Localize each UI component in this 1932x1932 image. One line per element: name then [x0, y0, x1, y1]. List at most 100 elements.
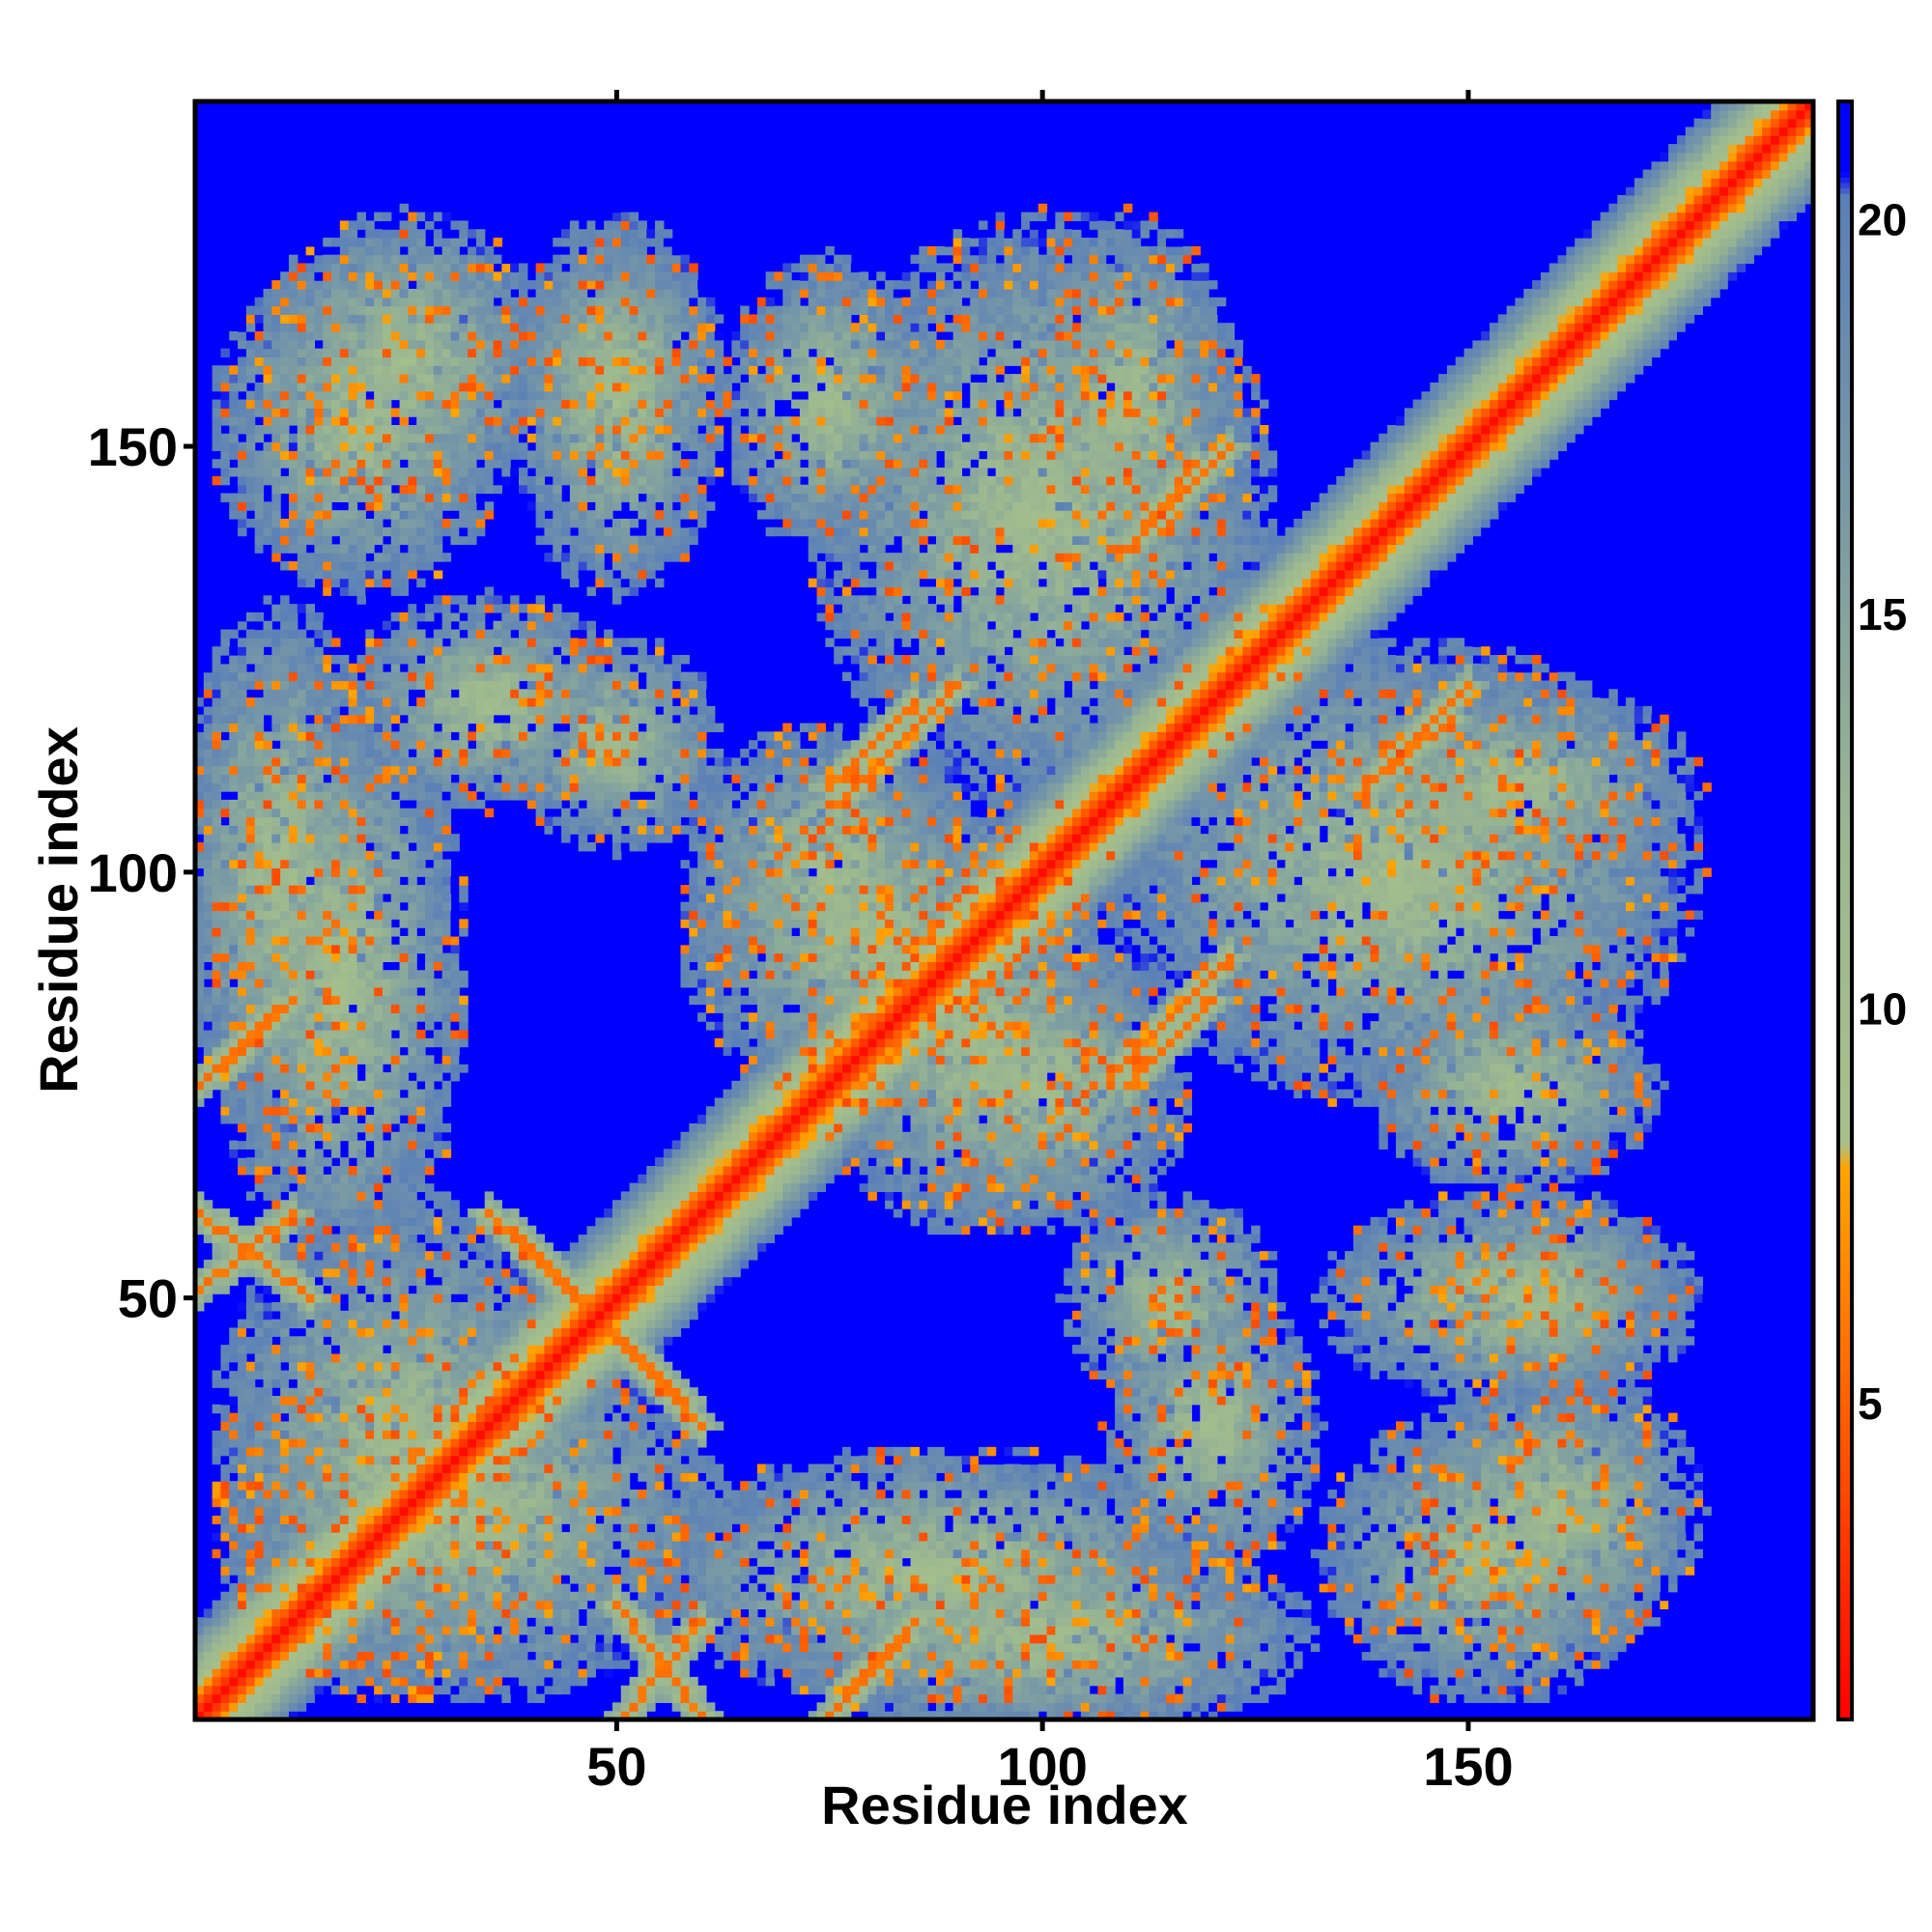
- heatmap-cell: [349, 664, 357, 672]
- heatmap-cell: [349, 1583, 357, 1592]
- heatmap-cell: [365, 298, 374, 306]
- heatmap-cell: [416, 1064, 425, 1072]
- heatmap-cell: [220, 749, 229, 757]
- heatmap-cell: [255, 970, 264, 979]
- heatmap-cell: [383, 501, 391, 510]
- heatmap-cell: [238, 1694, 246, 1703]
- heatmap-cell: [255, 867, 264, 876]
- heatmap-cell: [280, 1490, 289, 1498]
- heatmap-cell: [416, 1405, 425, 1413]
- heatmap-cell: [280, 485, 289, 494]
- heatmap-cell: [298, 894, 306, 902]
- heatmap-cell: [391, 331, 400, 340]
- heatmap-cell: [476, 271, 485, 280]
- heatmap-cell: [391, 766, 400, 775]
- heatmap-cell: [246, 672, 255, 681]
- heatmap-cell: [383, 1311, 391, 1320]
- heatmap-cell: [323, 400, 331, 409]
- heatmap-cell: [264, 1311, 272, 1320]
- heatmap-cell: [442, 365, 451, 374]
- heatmap-cell: [289, 1686, 298, 1694]
- heatmap-cell: [271, 715, 280, 724]
- heatmap-cell: [468, 527, 476, 536]
- heatmap-cell: [349, 1047, 357, 1056]
- heatmap-cell: [280, 996, 289, 1005]
- heatmap-cell: [229, 1651, 238, 1660]
- heatmap-cell: [459, 1592, 468, 1601]
- heatmap-cell: [229, 1660, 238, 1668]
- heatmap-cell: [374, 1651, 383, 1660]
- heatmap-cell: [306, 604, 315, 612]
- heatmap-cell: [204, 1608, 213, 1617]
- heatmap-cell: [400, 442, 409, 451]
- heatmap-cell: [340, 1371, 349, 1379]
- heatmap-cell: [434, 1643, 442, 1652]
- heatmap-cell: [340, 1012, 349, 1021]
- heatmap-cell: [408, 1030, 416, 1038]
- heatmap-cell: [425, 1387, 434, 1396]
- heatmap-cell: [280, 1558, 289, 1567]
- heatmap-cell: [255, 1226, 264, 1235]
- heatmap-cell: [204, 953, 213, 962]
- heatmap-cell: [340, 1515, 349, 1523]
- heatmap-cell: [331, 587, 340, 596]
- heatmap-cell: [391, 1336, 400, 1345]
- heatmap-cell: [340, 536, 349, 545]
- heatmap-cell: [340, 1327, 349, 1336]
- heatmap-cell: [204, 842, 213, 851]
- heatmap-cell: [365, 383, 374, 391]
- heatmap-cell: [289, 365, 298, 374]
- heatmap-cell: [323, 544, 331, 553]
- heatmap-cell: [306, 400, 315, 409]
- heatmap-cell: [255, 391, 264, 400]
- heatmap-cell: [264, 1217, 272, 1226]
- heatmap-cell: [246, 1311, 255, 1320]
- heatmap-cell: [289, 1157, 298, 1166]
- heatmap-cell: [357, 1191, 366, 1200]
- heatmap-cell: [434, 774, 442, 782]
- heatmap-cell: [323, 1413, 331, 1422]
- heatmap-cell: [442, 1387, 451, 1396]
- heatmap-cell: [383, 1072, 391, 1081]
- heatmap-cell: [434, 834, 442, 842]
- heatmap-cell: [306, 791, 315, 800]
- heatmap-cell: [280, 1132, 289, 1141]
- heatmap-cell: [213, 1371, 221, 1379]
- heatmap-cell: [314, 911, 323, 920]
- heatmap-cell: [298, 860, 306, 868]
- heatmap-cell: [416, 1421, 425, 1430]
- heatmap-cell: [323, 1472, 331, 1481]
- heatmap-cell: [289, 1149, 298, 1157]
- heatmap-cell: [289, 1030, 298, 1038]
- heatmap-cell: [289, 919, 298, 927]
- heatmap-cell: [391, 450, 400, 459]
- heatmap-cell: [220, 706, 229, 715]
- heatmap-cell: [476, 638, 485, 646]
- heatmap-cell: [425, 715, 434, 724]
- heatmap-cell: [306, 383, 315, 391]
- heatmap-cell: [306, 494, 315, 502]
- heatmap-cell: [374, 1090, 383, 1098]
- heatmap-cell: [306, 1115, 315, 1123]
- heatmap-cell: [400, 1149, 409, 1157]
- heatmap-cell: [229, 1226, 238, 1235]
- heatmap-cell: [238, 1472, 246, 1481]
- heatmap-cell: [391, 680, 400, 689]
- heatmap-cell: [442, 1490, 451, 1498]
- heatmap-cell: [476, 349, 485, 357]
- heatmap-cell: [442, 1456, 451, 1464]
- heatmap-cell: [416, 1327, 425, 1336]
- heatmap-cell: [306, 817, 315, 826]
- heatmap-cell: [408, 264, 416, 272]
- heatmap-cell: [271, 757, 280, 766]
- heatmap-cell: [229, 749, 238, 757]
- heatmap-cell: [408, 791, 416, 800]
- heatmap-cell: [298, 791, 306, 800]
- heatmap-cell: [264, 1566, 272, 1575]
- heatmap-cell: [298, 774, 306, 782]
- heatmap-cell: [306, 1200, 315, 1208]
- heatmap-cell: [314, 945, 323, 953]
- heatmap-cell: [374, 570, 383, 579]
- heatmap-cell: [280, 271, 289, 280]
- heatmap-cell: [349, 220, 357, 229]
